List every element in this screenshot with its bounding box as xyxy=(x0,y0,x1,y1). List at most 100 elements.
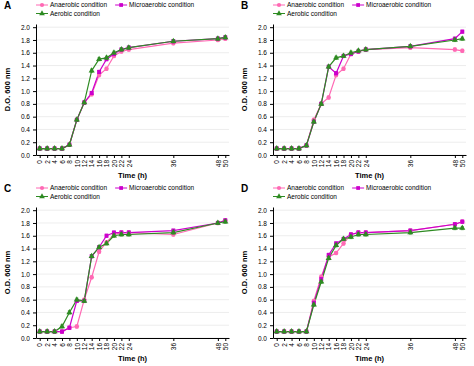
figure: AAnaerobic conditionMicroaerobic conditi… xyxy=(0,0,474,366)
point xyxy=(318,100,324,105)
x-axis-line xyxy=(37,155,230,156)
y-tick: 1.0 xyxy=(21,271,36,278)
legend-label: Aerobic condition xyxy=(287,193,337,200)
x-tick-label: 48 xyxy=(452,343,459,351)
x-tick-mark xyxy=(410,155,411,158)
x-tick: 18 xyxy=(340,155,347,167)
y-tick-label: 1.8 xyxy=(258,37,267,44)
y-tick: 0.8 xyxy=(21,100,36,107)
grid xyxy=(273,27,466,155)
point xyxy=(66,141,72,146)
x-tick-mark xyxy=(306,155,307,158)
grid-line xyxy=(273,129,466,130)
y-tick-label: 1.8 xyxy=(21,37,30,44)
point xyxy=(281,145,287,150)
y-tick-label: 0.8 xyxy=(21,283,30,290)
x-tick-mark xyxy=(225,155,226,158)
y-tick-mark xyxy=(270,53,273,54)
legend-marker xyxy=(119,186,123,190)
x-tick: 22 xyxy=(355,155,362,167)
legend-swatch xyxy=(352,186,364,190)
y-tick-mark xyxy=(33,223,36,224)
y-tick-label: 0.6 xyxy=(258,113,267,120)
y-tick-mark xyxy=(270,129,273,130)
error-bar xyxy=(75,325,78,328)
grid-line xyxy=(273,248,466,249)
x-tick: 14 xyxy=(325,338,332,350)
point xyxy=(326,63,332,68)
y-tick-label: 0.0 xyxy=(21,335,30,342)
y-tick-label: 2.0 xyxy=(21,24,30,31)
y-tick-mark xyxy=(270,142,273,143)
x-tick-label: 24 xyxy=(363,160,370,168)
point xyxy=(333,54,339,59)
y-tick: 0.2 xyxy=(258,322,273,329)
y-tick-mark xyxy=(270,325,273,326)
x-tick: 16 xyxy=(96,338,103,350)
point xyxy=(341,241,346,246)
x-tick-label: 22 xyxy=(118,343,125,351)
panel: DAnaerobic conditionMicroaerobic conditi… xyxy=(240,183,467,363)
x-tick: 8 xyxy=(303,338,310,347)
y-tick-label: 0.6 xyxy=(258,296,267,303)
y-tick-label: 2.0 xyxy=(21,207,30,214)
x-tick-mark xyxy=(55,155,56,158)
y-tick: 0.0 xyxy=(21,152,36,159)
x-tick: 4 xyxy=(288,155,295,164)
y-tick: 1.0 xyxy=(21,88,36,95)
y-axis: 0.00.20.40.60.81.01.21.41.61.82.0 xyxy=(21,24,37,159)
point xyxy=(326,255,332,260)
x-tick: 24 xyxy=(363,338,370,350)
series-points xyxy=(274,45,464,150)
y-axis-line xyxy=(273,25,274,156)
x-tick: 20 xyxy=(348,155,355,167)
x-tick-mark xyxy=(173,338,174,341)
x-tick-label: 14 xyxy=(325,343,332,351)
y-tick: 1.4 xyxy=(258,245,273,252)
x-tick-label: 12 xyxy=(318,160,325,168)
y-tick-mark xyxy=(33,325,36,326)
legend-label: Anaerobic condition xyxy=(50,1,107,8)
legend-swatch xyxy=(273,186,285,190)
legend-item: Aerobic condition xyxy=(273,10,337,17)
grid xyxy=(273,210,466,338)
x-tick: 18 xyxy=(340,338,347,350)
x-tick-label: 20 xyxy=(111,343,118,351)
point xyxy=(52,328,58,333)
x-tick-mark xyxy=(114,338,115,341)
point xyxy=(296,145,302,150)
error-bar xyxy=(60,330,63,333)
x-tick-mark xyxy=(336,338,337,341)
grid-line xyxy=(36,91,229,92)
x-tick-label: 20 xyxy=(348,160,355,168)
error-bar xyxy=(68,326,71,329)
point xyxy=(296,328,302,333)
x-tick-mark xyxy=(351,338,352,341)
x-tick-label: 22 xyxy=(355,160,362,168)
legend-swatch xyxy=(115,186,127,190)
legend-marker xyxy=(40,3,44,7)
x-tick-label: 24 xyxy=(363,343,370,351)
x-tick-label: 22 xyxy=(118,160,125,168)
y-tick: 1.4 xyxy=(21,62,36,69)
point xyxy=(459,35,465,40)
y-tick: 1.8 xyxy=(258,37,273,44)
point xyxy=(460,219,465,224)
point xyxy=(460,30,464,34)
y-tick-label: 1.0 xyxy=(258,271,267,278)
y-tick: 1.2 xyxy=(258,258,273,265)
y-tick-mark xyxy=(33,117,36,118)
x-tick: 48 xyxy=(215,338,222,350)
x-tick: 14 xyxy=(88,338,95,350)
x-tick-mark xyxy=(121,338,122,341)
y-tick: 2.0 xyxy=(21,24,36,31)
legend-swatch xyxy=(36,193,48,198)
y-tick-mark xyxy=(33,129,36,130)
y-tick: 0.6 xyxy=(21,296,36,303)
y-tick-label: 0.0 xyxy=(258,335,267,342)
x-tick-label: 36 xyxy=(407,160,414,168)
x-tick: 16 xyxy=(96,155,103,167)
legend-swatch xyxy=(36,3,48,7)
data-area xyxy=(37,218,229,334)
legend-label: Microaerobic condition xyxy=(366,184,431,191)
